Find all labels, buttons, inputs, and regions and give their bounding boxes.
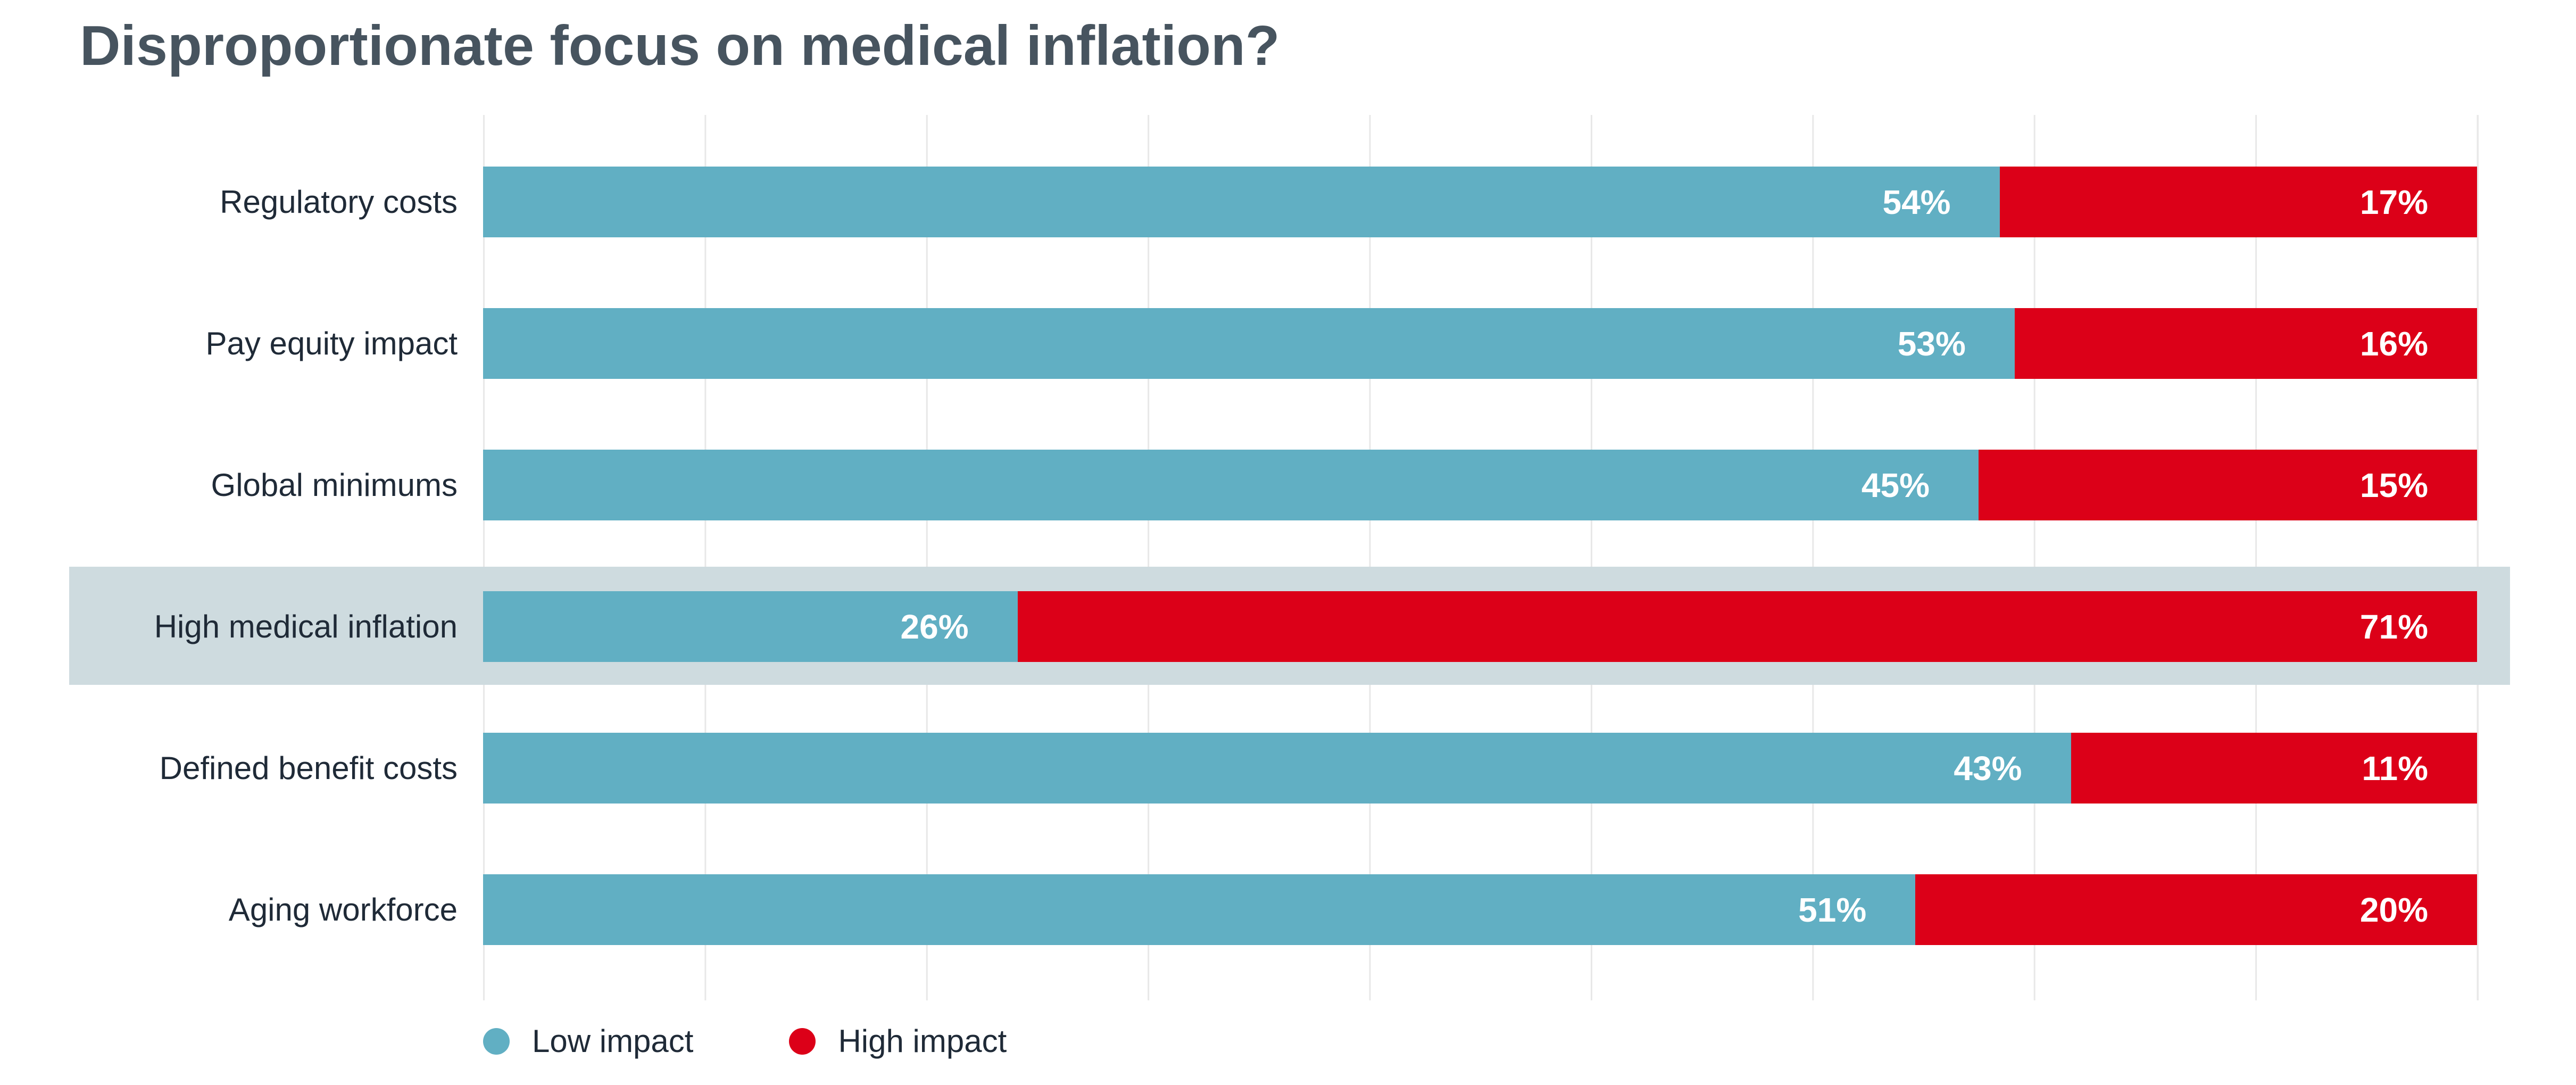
low-impact-value-label: 43% — [1954, 749, 2022, 788]
plot-area — [483, 115, 2479, 1000]
high-impact-bar-segment: 20% — [1915, 874, 2477, 945]
high-impact-value-label: 15% — [2359, 466, 2428, 504]
low-impact-bar-segment: 45% — [483, 450, 1979, 520]
legend: Low impact High impact — [483, 1023, 1007, 1059]
chart-row-bar: 54% 17% — [483, 167, 2477, 237]
chart-title: Disproportionate focus on medical inflat… — [80, 14, 1280, 77]
low-impact-bar-segment: 53% — [483, 308, 2015, 379]
high-impact-bar-segment: 71% — [1017, 591, 2477, 662]
high-impact-value-label: 71% — [2359, 607, 2428, 646]
category-label: Regulatory costs — [220, 184, 458, 220]
high-impact-value-label: 16% — [2359, 324, 2428, 363]
low-impact-bar-segment: 43% — [483, 733, 2071, 804]
high-impact-value-label: 20% — [2359, 890, 2428, 929]
chart-row-bar: 53% 16% — [483, 308, 2477, 379]
chart-row-bar: 51% 20% — [483, 874, 2477, 945]
category-label: Global minimums — [211, 467, 458, 503]
category-label: Aging workforce — [228, 892, 458, 927]
legend-dot-high-impact — [789, 1028, 816, 1055]
low-impact-value-label: 45% — [1861, 466, 1930, 504]
low-impact-bar-segment: 26% — [483, 591, 1018, 662]
chart-row-bar: 26% 71% — [483, 591, 2477, 662]
legend-item-low-impact: Low impact — [483, 1023, 693, 1059]
low-impact-bar-segment: 54% — [483, 167, 2000, 237]
high-impact-value-label: 17% — [2359, 183, 2428, 221]
category-label: Pay equity impact — [205, 326, 458, 361]
legend-label: Low impact — [532, 1023, 694, 1059]
high-impact-bar-segment: 16% — [2014, 308, 2477, 379]
legend-item-high-impact: High impact — [789, 1023, 1007, 1059]
high-impact-bar-segment: 17% — [1999, 167, 2477, 237]
high-impact-bar-segment: 11% — [2071, 733, 2477, 804]
high-impact-bar-segment: 15% — [1979, 450, 2477, 520]
low-impact-bar-segment: 51% — [483, 874, 1916, 945]
category-label: Defined benefit costs — [159, 750, 458, 786]
category-label: High medical inflation — [154, 609, 458, 644]
low-impact-value-label: 26% — [900, 607, 969, 646]
high-impact-value-label: 11% — [2362, 749, 2428, 788]
low-impact-value-label: 51% — [1798, 890, 1867, 929]
chart-row-bar: 43% 11% — [483, 733, 2477, 804]
chart-row-bar: 45% 15% — [483, 450, 2477, 520]
legend-label: High impact — [838, 1023, 1007, 1059]
low-impact-value-label: 54% — [1882, 183, 1951, 221]
low-impact-value-label: 53% — [1897, 324, 1966, 363]
legend-dot-low-impact — [483, 1028, 510, 1055]
